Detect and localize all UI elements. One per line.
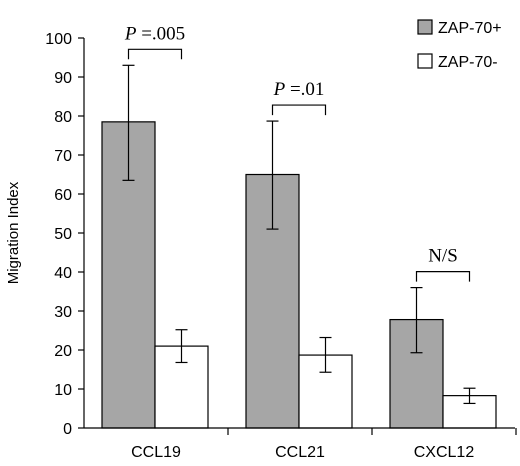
legend-label: ZAP-70- xyxy=(438,54,498,71)
x-category-label: CCL21 xyxy=(275,444,325,461)
p-symbol: P xyxy=(273,79,286,100)
x-category-label: CXCL12 xyxy=(414,444,475,461)
significance-label: P =.01 xyxy=(273,79,325,100)
y-tick-label: 0 xyxy=(63,421,72,438)
legend-swatch xyxy=(417,53,433,69)
legend-label: ZAP-70+ xyxy=(438,20,502,37)
p-value: =.01 xyxy=(285,79,324,100)
legend-swatch xyxy=(417,19,433,35)
y-axis-label: Migration Index xyxy=(5,181,22,284)
y-tick-label: 10 xyxy=(54,382,72,399)
p-value: N/S xyxy=(428,246,458,267)
y-tick-label: 100 xyxy=(45,31,72,48)
y-tick-label: 90 xyxy=(54,70,72,87)
significance-label: N/S xyxy=(428,246,458,267)
significance-bracket xyxy=(271,104,327,116)
x-axis: CCL19 CCL21 CXCL12 xyxy=(84,427,517,461)
y-tick-label: 50 xyxy=(54,226,72,243)
bars xyxy=(101,121,497,429)
y-tick-label: 30 xyxy=(54,304,72,321)
significance-bracket xyxy=(415,271,471,282)
error-bars xyxy=(122,64,476,405)
p-value: =.005 xyxy=(136,23,185,44)
y-tick-label: 20 xyxy=(54,343,72,360)
y-tick-label: 40 xyxy=(54,265,72,282)
x-category-label: CCL19 xyxy=(131,444,181,461)
significance-bracket xyxy=(127,48,183,60)
y-tick-label: 80 xyxy=(54,109,72,126)
legend: ZAP-70+ ZAP-70- xyxy=(417,19,502,71)
y-tick-label: 70 xyxy=(54,148,72,165)
significance-label: P =.005 xyxy=(124,23,185,44)
p-symbol: P xyxy=(124,23,137,44)
y-tick-label: 60 xyxy=(54,187,72,204)
y-axis: 0 10 20 30 40 50 60 70 80 90 100 xyxy=(45,31,85,438)
